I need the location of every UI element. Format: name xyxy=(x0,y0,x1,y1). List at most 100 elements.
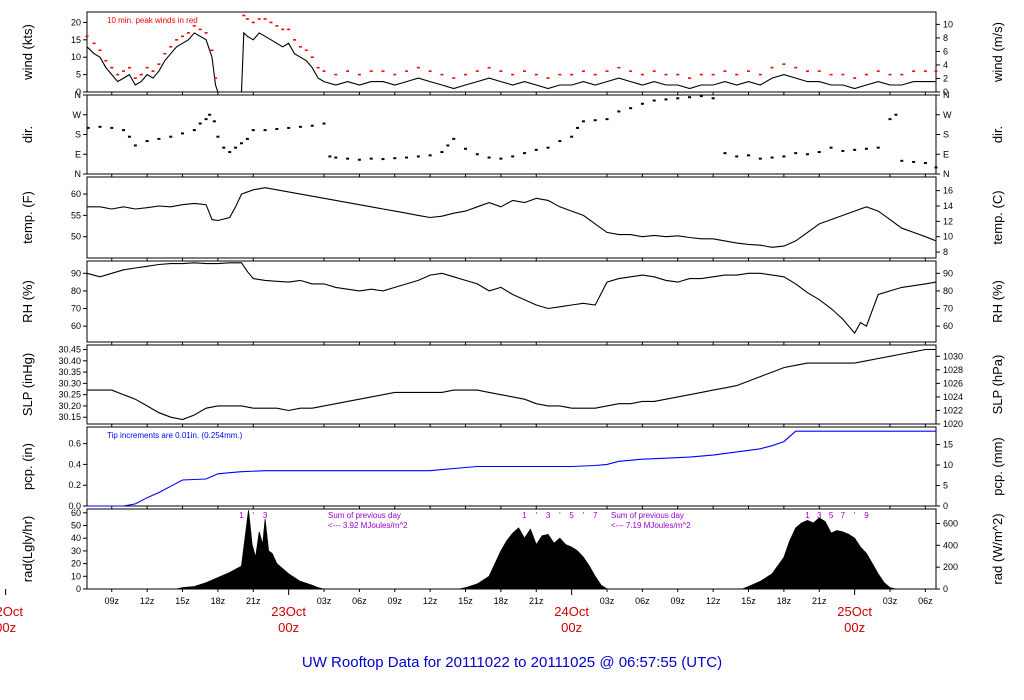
peak-wind-mark xyxy=(122,70,126,72)
dir-point xyxy=(198,122,202,125)
ylabel-temp: temp. (F) xyxy=(20,191,35,244)
right-tick-label-slp: 1030 xyxy=(943,351,963,361)
dir-point xyxy=(127,135,131,138)
temp-line xyxy=(87,187,937,248)
dir-point xyxy=(558,140,562,143)
left-tick-label-pcp: 0.6 xyxy=(68,439,81,449)
peak-wind-mark xyxy=(304,49,308,52)
hour-mark: 1 xyxy=(522,511,527,520)
peak-wind-mark xyxy=(287,28,291,31)
x-tick-label: 15z xyxy=(175,596,190,606)
dir-point xyxy=(629,107,633,110)
left-tick-label-slp: 30.20 xyxy=(58,401,81,411)
dir-point xyxy=(829,146,833,149)
left-tick-label-slp: 30.35 xyxy=(58,367,81,377)
peak-wind-mark xyxy=(151,70,155,72)
dir-point xyxy=(664,98,668,101)
left-tick-label-temp: 50 xyxy=(71,232,81,242)
peak-wind-mark xyxy=(281,28,285,31)
dir-point xyxy=(416,155,420,158)
day-label: 25Oct xyxy=(837,604,872,619)
day-hour-label: 00z xyxy=(278,620,299,635)
dir-point xyxy=(487,156,491,159)
left-tick-label-dir: N xyxy=(75,90,82,100)
dir-point xyxy=(428,154,432,157)
ylabel-right-dir: dir. xyxy=(990,126,1005,143)
dir-point xyxy=(464,147,468,150)
peak-wind-mark xyxy=(428,70,432,72)
dir-point xyxy=(735,155,739,158)
dir-point xyxy=(652,99,656,102)
ylabel-right-temp: temp. (C) xyxy=(990,190,1005,244)
dir-point xyxy=(853,148,857,151)
right-tick-label-dir: N xyxy=(943,169,950,179)
peak-wind-mark xyxy=(242,14,246,17)
dir-point xyxy=(98,125,102,128)
dir-point xyxy=(328,155,332,158)
peak-wind-mark xyxy=(110,66,114,69)
x-tick-label: 06z xyxy=(352,596,367,606)
dir-point xyxy=(369,157,373,160)
peak-wind-mark xyxy=(293,39,297,41)
right-tick-label-temp: 16 xyxy=(943,186,953,196)
hour-mark: 1 xyxy=(239,511,244,520)
peak-wind-mark xyxy=(888,73,892,76)
x-tick-label: 03z xyxy=(317,596,332,606)
day-hour-label: 00z xyxy=(844,620,865,635)
peak-wind-mark xyxy=(747,70,751,72)
right-tick-label-rh: 80 xyxy=(943,286,953,296)
peak-wind-mark xyxy=(169,45,173,48)
dir-point xyxy=(900,159,904,162)
x-tick-label: 06z xyxy=(635,596,650,606)
pcp-line xyxy=(87,430,936,507)
dir-point xyxy=(723,152,727,155)
SLP-line xyxy=(87,348,936,421)
peak-wind-mark xyxy=(298,45,302,48)
hour-mark: 1 xyxy=(805,511,810,520)
left-tick-label-wind: 10 xyxy=(71,52,81,62)
left-tick-label-slp: 30.40 xyxy=(58,356,81,366)
peak-wind-mark xyxy=(511,73,515,76)
right-tick-label-slp: 1022 xyxy=(943,405,963,415)
dir-point xyxy=(446,144,450,147)
x-tick-label: 12z xyxy=(140,596,155,606)
peak-wind-mark xyxy=(263,18,267,20)
peak-wind-mark xyxy=(664,73,668,76)
dir-point xyxy=(894,113,898,116)
dir-point xyxy=(334,156,338,159)
rad-sum-label: Sum of previous day xyxy=(611,511,684,520)
left-tick-label-rad: 10 xyxy=(71,571,81,581)
dir-point xyxy=(794,152,798,155)
dir-point xyxy=(817,151,821,154)
x-tick-label: 21z xyxy=(529,596,544,606)
right-tick-label-temp: 8 xyxy=(943,247,948,257)
peak-wind-mark xyxy=(192,25,196,27)
peak-wind-mark xyxy=(393,73,397,76)
peak-wind-mark xyxy=(805,70,809,72)
left-tick-label-rh: 60 xyxy=(71,321,81,331)
day-label: 24Oct xyxy=(554,604,589,619)
peak-wind-mark xyxy=(175,39,179,41)
dir-point xyxy=(145,140,149,143)
peak-wind-mark xyxy=(416,66,420,69)
right-tick-label-rad: 0 xyxy=(943,584,948,594)
peak-wind-mark xyxy=(245,18,249,20)
ylabel-right-wind: wind (m/s) xyxy=(990,22,1005,83)
left-tick-label-rh: 80 xyxy=(71,286,81,296)
right-tick-label-temp: 10 xyxy=(943,232,953,242)
left-tick-label-rad: 0 xyxy=(76,584,81,594)
peak-wind-mark xyxy=(452,77,456,79)
peak-wind-mark xyxy=(912,70,916,72)
right-tick-label-pcp: 0 xyxy=(943,501,948,511)
left-tick-label-wind: 20 xyxy=(71,17,81,27)
peak-wind-mark xyxy=(699,73,703,76)
peak-wind-mark xyxy=(640,73,644,76)
x-tick-label: 09z xyxy=(671,596,686,606)
peak-wind-mark xyxy=(346,70,350,72)
left-tick-label-rad: 30 xyxy=(71,546,81,556)
peak-wind-mark xyxy=(758,73,762,76)
rad-sum-value: <--- 3.92 MJoules/m^2 xyxy=(328,521,408,530)
right-tick-label-slp: 1024 xyxy=(943,392,963,402)
peak-wind-mark xyxy=(357,73,361,76)
